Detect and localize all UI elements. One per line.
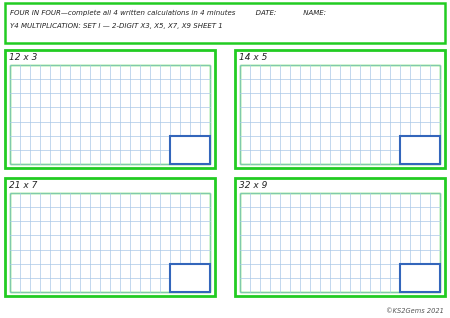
Text: 32 x 9: 32 x 9 <box>239 181 267 190</box>
Bar <box>240 65 440 164</box>
Bar <box>400 264 440 292</box>
Text: FOUR IN FOUR—complete all 4 written calculations in 4 minutes         DATE:     : FOUR IN FOUR—complete all 4 written calc… <box>10 10 326 16</box>
Bar <box>170 264 210 292</box>
Bar <box>235 50 445 168</box>
Text: 14 x 5: 14 x 5 <box>239 53 267 62</box>
Text: 21 x 7: 21 x 7 <box>9 181 37 190</box>
Bar <box>10 65 210 164</box>
Text: ©KS2Gems 2021: ©KS2Gems 2021 <box>386 308 444 314</box>
Bar <box>235 178 445 296</box>
Text: Y4 MULTIPLICATION: SET I — 2-DIGIT X3, X5, X7, X9 SHEET 1: Y4 MULTIPLICATION: SET I — 2-DIGIT X3, X… <box>10 23 223 29</box>
Bar <box>5 178 215 296</box>
Bar <box>170 136 210 164</box>
Bar <box>400 136 440 164</box>
Bar <box>5 3 445 43</box>
Bar <box>240 193 440 292</box>
Text: 12 x 3: 12 x 3 <box>9 53 37 62</box>
Bar <box>10 193 210 292</box>
Bar <box>5 50 215 168</box>
